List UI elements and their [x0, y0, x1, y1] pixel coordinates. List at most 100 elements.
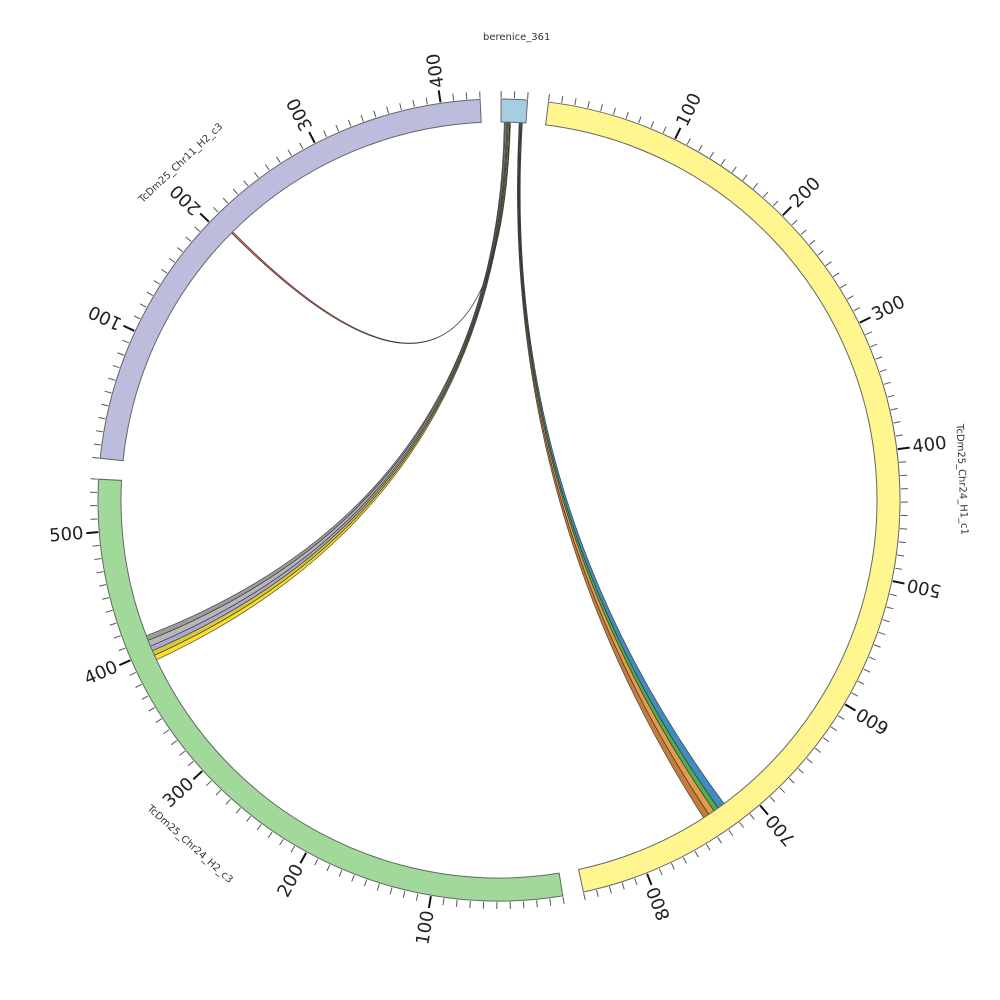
minor-tick — [600, 104, 603, 112]
minor-tick — [442, 898, 445, 906]
link-berenice-chr24h2-6 — [150, 121, 508, 652]
segment-chr24h1: 100 200 300 400 500 600 700 800 TcDm25_Chr24_H1_… — [545, 90, 970, 923]
minor-tick — [865, 331, 873, 336]
link-berenice-chr24h1-3 — [517, 122, 710, 819]
major-tick — [782, 206, 792, 216]
minor-tick — [809, 239, 816, 246]
major-tick — [308, 131, 316, 144]
minor-tick — [215, 789, 222, 796]
minor-tick — [326, 864, 331, 872]
minor-tick — [176, 247, 184, 253]
tick-label: 300 — [868, 292, 908, 326]
minor-tick — [749, 813, 755, 820]
minor-tick — [146, 291, 154, 297]
minor-tick — [279, 838, 284, 846]
minor-tick — [720, 158, 726, 166]
major-tick — [192, 770, 203, 780]
minor-tick — [287, 149, 292, 156]
minor-tick — [728, 829, 734, 836]
minor-tick — [527, 92, 529, 100]
minor-tick — [415, 893, 419, 901]
minor-tick — [139, 303, 147, 308]
minor-tick — [194, 226, 201, 232]
minor-tick — [99, 584, 107, 587]
minor-tick — [98, 416, 106, 420]
minor-tick — [621, 882, 625, 890]
minor-tick — [830, 726, 837, 732]
minor-tick — [634, 878, 638, 886]
minor-tick — [886, 606, 894, 610]
minor-tick — [243, 180, 249, 187]
minor-tick — [117, 352, 125, 356]
minor-tick — [141, 695, 149, 700]
minor-tick — [875, 356, 883, 360]
minor-tick — [625, 111, 629, 119]
major-tick — [86, 531, 99, 535]
minor-tick — [225, 798, 231, 805]
minor-tick — [837, 715, 845, 720]
minor-tick — [205, 780, 212, 787]
minor-tick — [402, 890, 406, 898]
minor-tick — [853, 307, 861, 312]
minor-tick — [899, 461, 907, 463]
major-tick — [759, 804, 769, 816]
major-tick — [427, 896, 432, 909]
tick-label: 400 — [423, 52, 449, 89]
minor-tick — [583, 892, 586, 900]
minor-tick — [290, 845, 296, 853]
minor-tick — [153, 280, 161, 285]
minor-tick — [102, 597, 110, 600]
minor-tick — [889, 593, 897, 597]
minor-tick — [246, 815, 252, 823]
minor-tick — [739, 821, 745, 829]
minor-tick — [425, 97, 428, 105]
segment-name-chr24h2: TcDm25_Chr24_H2_c3 — [144, 803, 235, 886]
minor-tick — [670, 862, 675, 870]
minor-tick — [899, 528, 907, 530]
minor-tick — [562, 896, 565, 904]
minor-tick — [101, 403, 109, 407]
major-tick — [892, 580, 905, 585]
minor-tick — [608, 886, 612, 894]
minor-tick — [232, 188, 239, 195]
minor-tick — [412, 100, 415, 108]
minor-tick — [763, 191, 769, 198]
minor-tick — [373, 110, 377, 118]
minor-tick — [212, 206, 219, 213]
ideogram-chr24h1 — [545, 101, 901, 893]
tick-label: 500 — [905, 574, 943, 602]
minor-tick — [709, 151, 715, 159]
minor-tick — [452, 93, 455, 101]
minor-tick — [873, 644, 881, 648]
minor-tick — [267, 831, 273, 838]
ideogram-berenice — [500, 98, 529, 124]
ideogram-chr24h2 — [97, 478, 564, 902]
minor-tick — [389, 887, 393, 895]
minor-tick — [863, 668, 871, 673]
tick-label: 600 — [853, 703, 893, 739]
segment-name-chr24h1: TcDm25_Chr24_H1_c1 — [954, 423, 970, 535]
minor-tick — [752, 182, 759, 189]
major-tick — [118, 659, 131, 667]
minor-tick — [779, 787, 786, 794]
minor-tick — [887, 394, 895, 398]
minor-tick — [253, 171, 259, 179]
tick-label: 100 — [85, 301, 125, 335]
minor-tick — [185, 236, 192, 242]
minor-tick — [879, 368, 887, 373]
major-tick — [859, 316, 871, 324]
minor-tick — [638, 116, 642, 124]
minor-tick — [847, 295, 854, 300]
minor-tick — [363, 879, 368, 887]
link-berenice-chr24h1-1 — [518, 122, 719, 812]
minor-tick — [895, 567, 903, 570]
minor-tick — [840, 283, 847, 289]
minor-tick — [825, 261, 832, 267]
major-tick — [646, 873, 653, 886]
minor-tick — [264, 164, 270, 171]
minor-tick — [179, 750, 186, 756]
minor-tick — [833, 272, 840, 278]
tick-label: 500 — [48, 523, 84, 547]
minor-tick — [682, 857, 687, 864]
